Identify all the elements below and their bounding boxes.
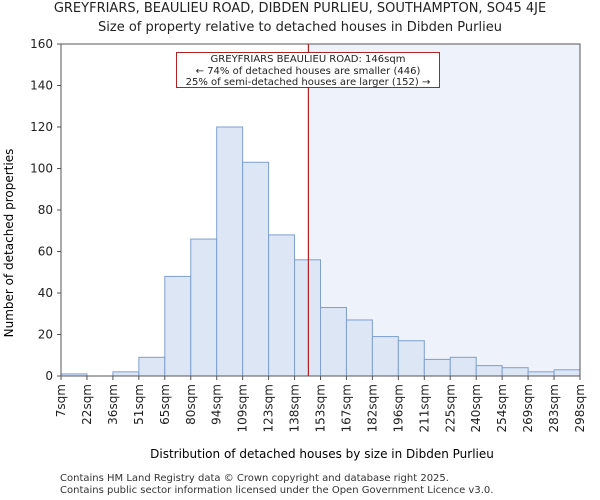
histogram-bar [397,340,425,377]
histogram-bar [501,367,529,377]
x-tick-label: 225sqm [443,384,457,432]
x-tick-label: 7sqm [54,384,68,417]
x-tick-label: 283sqm [547,384,561,432]
x-tick-label: 269sqm [521,384,535,432]
histogram-bar [268,234,296,377]
histogram-bar [112,371,140,377]
histogram-bar [475,365,503,377]
x-tick-label: 123sqm [262,384,276,432]
x-tick-label: 182sqm [365,384,379,432]
histogram-bar [449,356,477,377]
x-tick-label: 109sqm [236,384,250,432]
x-axis-label: Distribution of detached houses by size … [150,447,494,461]
histogram-bar [216,126,244,377]
x-tick-label: 254sqm [495,384,509,432]
y-tick-label: 60 [38,245,53,259]
x-tick-label: 153sqm [314,384,328,432]
y-tick-label: 140 [30,79,53,93]
annotation-line-1: GREYFRIARS BEAULIEU ROAD: 146sqm [210,54,406,65]
histogram-bar [345,319,373,377]
y-tick-label: 100 [30,162,53,176]
histogram-bar [553,369,581,377]
footer-line-1: Contains HM Land Registry data © Crown c… [60,473,449,484]
y-tick-label: 0 [45,369,53,383]
histogram-bar [294,259,321,377]
chart-title: GREYFRIARS, BEAULIEU ROAD, DIBDEN PURLIE… [53,1,547,16]
histogram-bar [190,238,218,377]
y-tick-label: 160 [30,37,53,51]
x-tick-label: 22sqm [80,384,94,425]
footer-line-2: Contains public sector information licen… [60,485,494,496]
annotation-line-2: ← 74% of detached houses are smaller (44… [195,65,421,77]
histogram-bar [138,356,166,377]
x-tick-label: 196sqm [391,384,405,432]
histogram-bar [371,336,399,377]
x-tick-label: 138sqm [288,384,302,432]
x-tick-label: 240sqm [469,384,483,432]
y-tick-label: 120 [30,120,53,134]
annotation-line-3: 25% of semi-detached houses are larger (… [185,77,431,88]
y-tick-label: 80 [38,203,53,217]
x-tick-label: 211sqm [417,384,431,432]
x-tick-label: 298sqm [573,384,587,432]
x-tick-label: 36sqm [106,384,120,425]
histogram-bar [164,275,192,377]
y-tick-label: 40 [38,286,53,300]
x-tick-label: 94sqm [210,384,224,425]
histogram-bar [320,307,347,377]
y-tick-label: 20 [38,328,53,342]
y-axis-label: Number of detached properties [2,149,16,338]
x-tick-label: 65sqm [158,384,172,425]
histogram-bar [527,371,555,377]
x-tick-label: 167sqm [339,384,353,432]
histogram-bar [423,358,451,377]
chart-subtitle: Size of property relative to detached ho… [98,20,502,35]
x-tick-label: 80sqm [184,384,198,425]
histogram-bar [242,161,270,377]
property-annotation-box: GREYFRIARS BEAULIEU ROAD: 146sqm ← 74% o… [176,52,440,88]
x-tick-label: 51sqm [132,384,146,425]
